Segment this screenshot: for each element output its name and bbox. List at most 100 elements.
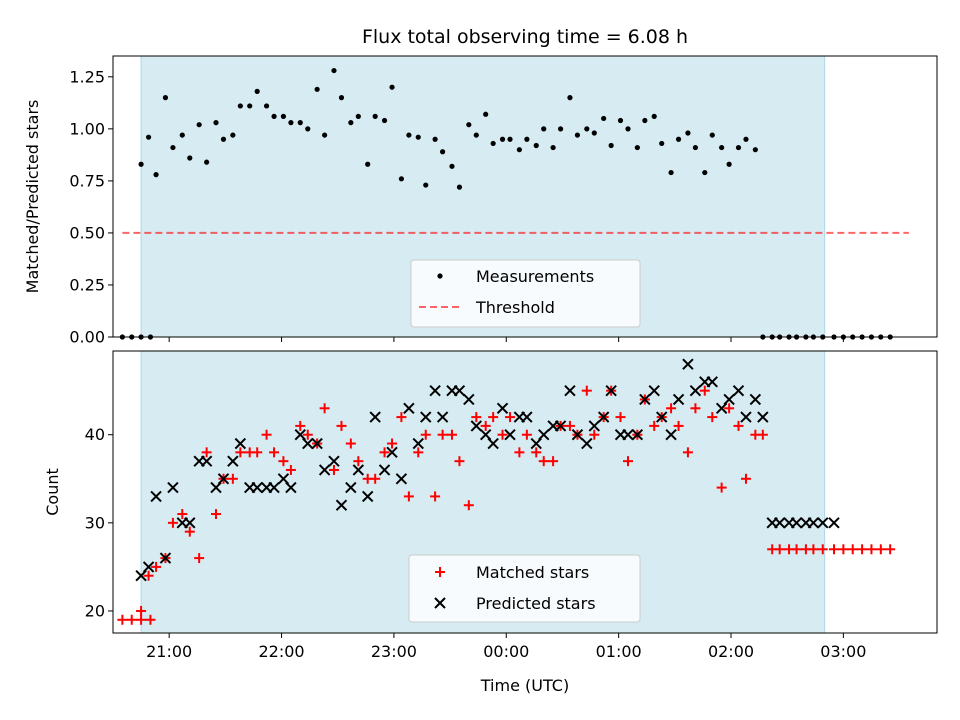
predicted-star-point: [648, 384, 660, 397]
predicted-star-point: [554, 420, 567, 432]
x-marker-b: [740, 411, 752, 423]
matched-star-point: [201, 447, 212, 458]
ratio-y-tick-label: 0.00: [69, 328, 105, 347]
x-marker-b: [504, 429, 516, 441]
predicted-star-point: [723, 393, 735, 406]
ratio-legend-box: [410, 259, 641, 328]
measurement-point: [642, 117, 648, 124]
measurement-point: [625, 126, 631, 132]
x-marker-b: [345, 481, 357, 494]
x-marker-b: [395, 473, 408, 485]
measurement-point: [423, 182, 429, 188]
matched-star-point: [345, 438, 356, 449]
matched-star-point: [829, 544, 839, 555]
count-y-tick-label: 40: [85, 425, 105, 444]
measurement-point: [516, 147, 522, 153]
x-marker-b: [689, 384, 702, 397]
measurement-point: [145, 134, 152, 140]
matched-star-point: [370, 473, 381, 484]
matched-star-point: [480, 420, 491, 431]
x-marker-b: [386, 446, 398, 459]
predicted-star-point: [521, 411, 533, 423]
matched-star-point: [184, 526, 195, 537]
x-marker-b: [479, 429, 492, 441]
x-marker-b: [277, 473, 290, 485]
x-marker-b: [631, 429, 644, 441]
legend-measurements-label: Measurements: [476, 267, 594, 286]
predicted-star-point: [631, 429, 644, 441]
matched-star-point: [497, 429, 508, 440]
measurement-point: [726, 161, 732, 167]
measurement-point: [440, 149, 446, 155]
matched-star-point: [396, 412, 407, 423]
ratio-y-tick-label: 0.75: [69, 171, 105, 190]
measurement-point: [432, 136, 438, 142]
x-marker-b: [571, 429, 584, 441]
x-marker-b: [749, 393, 762, 406]
x-marker-b: [588, 420, 600, 432]
count-panel-frame: [112, 350, 938, 634]
count-legend: Matched stars Predicted stars: [408, 554, 641, 623]
x-marker-b: [706, 376, 718, 388]
predicted-star-point: [706, 376, 718, 388]
predicted-star-point: [217, 473, 230, 485]
predicted-star-point: [817, 517, 829, 529]
measurement-point: [398, 176, 404, 182]
measurement-point: [702, 169, 708, 176]
legend-threshold-label: Threshold: [475, 298, 555, 317]
x-marker-b: [597, 411, 610, 423]
measurement-point: [263, 103, 270, 109]
count-y-tick-label: 30: [85, 513, 105, 532]
x-marker-b: [538, 429, 550, 441]
x-marker-b: [227, 455, 239, 467]
count-y-tick-label: 20: [85, 601, 105, 620]
predicted-star-point: [496, 402, 509, 414]
x-marker-b: [159, 552, 172, 564]
matched-star-point: [413, 447, 424, 458]
predicted-star-point: [142, 561, 155, 573]
predicted-star-point: [159, 552, 172, 564]
x-marker-b: [217, 473, 230, 485]
matched-star-point: [252, 447, 263, 458]
matched-star-point: [454, 456, 465, 467]
matched-star-point: [724, 403, 735, 414]
predicted-star-point: [790, 517, 803, 529]
measurement-point: [365, 161, 371, 167]
predicted-star-point: [429, 384, 441, 397]
measurement-point: [533, 142, 539, 149]
predicted-star-point: [571, 429, 584, 441]
x-marker-b: [420, 411, 432, 423]
measurement-point: [735, 144, 742, 151]
matched-star-point: [387, 438, 398, 449]
matched-star-point: [875, 544, 886, 555]
predicted-star-point: [581, 437, 593, 450]
measurement-point: [355, 113, 361, 119]
x-marker-b: [639, 393, 651, 406]
legend-predicted-label: Predicted stars: [476, 594, 596, 613]
x-marker-b: [369, 411, 381, 423]
measurement-point: [743, 136, 749, 142]
matched-star-point: [531, 447, 542, 458]
predicted-star-point: [403, 402, 415, 414]
x-marker-b: [682, 358, 694, 370]
matched-star-point: [136, 614, 147, 625]
x-tick-label: 01:00: [596, 642, 642, 661]
ratio-y-axis-label: Matched/Predicted stars: [23, 100, 42, 294]
matched-star-point: [235, 447, 246, 458]
x-marker-b: [285, 481, 297, 494]
predicted-star-point: [828, 517, 840, 529]
measurement-point: [220, 136, 227, 142]
x-marker-b: [361, 490, 374, 503]
measurement-point: [574, 132, 581, 138]
x-marker-b: [184, 517, 196, 529]
x-tick-label: 02:00: [708, 642, 754, 661]
x-marker-b: [790, 517, 803, 529]
legend-predicted-marker: [434, 597, 446, 609]
matched-star-point: [430, 491, 441, 502]
matched-star-point: [589, 429, 600, 440]
matched-star-point: [847, 544, 858, 555]
predicted-star-point: [436, 411, 449, 423]
matched-star-point: [885, 544, 896, 555]
matched-star-point: [521, 429, 532, 440]
measurement-point: [634, 144, 640, 151]
